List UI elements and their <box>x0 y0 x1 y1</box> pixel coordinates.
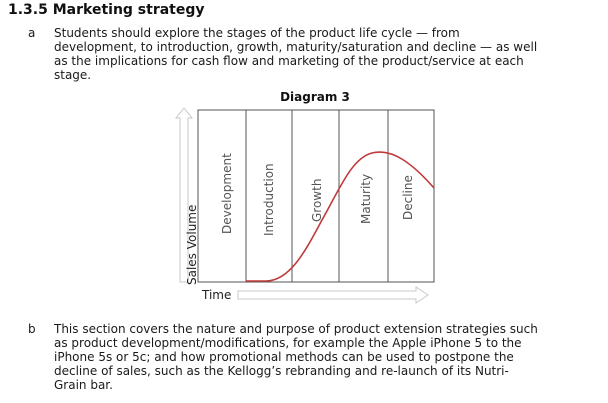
stage-label-development: Development <box>220 153 234 234</box>
stage-label-maturity: Maturity <box>359 174 373 224</box>
item-b-line: This section covers the nature and purpo… <box>54 322 538 336</box>
x-axis-arrow <box>237 286 429 304</box>
item-a-line: stage. <box>54 68 92 82</box>
item-b-letter: b <box>28 322 36 336</box>
item-b-line: as product development/modifications, fo… <box>54 336 522 350</box>
frame-border <box>197 109 435 283</box>
section-heading: 1.3.5 Marketing strategy <box>8 2 205 18</box>
item-b-paragraph: This section covers the nature and purpo… <box>54 322 538 392</box>
item-b-line: iPhone 5s or 5c; and how promotional met… <box>54 350 514 364</box>
y-axis-arrow <box>174 107 194 283</box>
item-a-letter: a <box>28 26 36 40</box>
item-b-line: decline of sales, such as the Kellogg’s … <box>54 364 509 378</box>
item-a-line: as the implications for cash flow and ma… <box>54 54 524 68</box>
stage-label-decline: Decline <box>401 175 415 220</box>
life-cycle-curve <box>246 151 435 282</box>
x-axis-label: Time <box>201 288 231 302</box>
item-a-line: Students should explore the stages of th… <box>54 26 460 40</box>
item-b-line: Grain bar. <box>54 378 113 392</box>
stage-label-growth: Growth <box>310 179 324 222</box>
stage-frame <box>197 109 435 283</box>
stage-label-introduction: Introduction <box>262 163 276 236</box>
y-axis-label: Sales Volume <box>185 205 199 285</box>
diagram-title: Diagram 3 <box>280 90 350 104</box>
item-a-paragraph: Students should explore the stages of th… <box>54 26 537 82</box>
item-a-line: development, to introduction, growth, ma… <box>54 40 538 54</box>
